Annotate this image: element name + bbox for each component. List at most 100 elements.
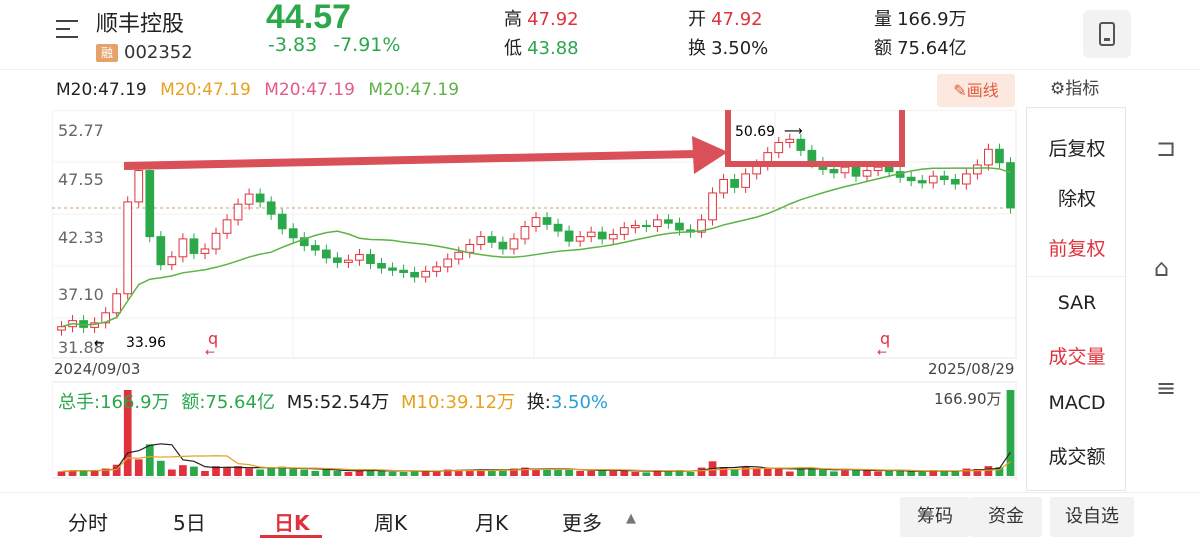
- price-tick-5: 31.88: [58, 338, 104, 357]
- pencil-icon: ✎: [953, 81, 967, 100]
- volume-bar: [532, 469, 540, 476]
- price-tick-2: 47.55: [58, 170, 104, 189]
- volume-info-row: 总手:166.9万 额:75.64亿 M5:52.54万 M10:39.12万 …: [58, 388, 608, 414]
- tab-5day[interactable]: 5日: [173, 511, 206, 535]
- tab-weekly-k[interactable]: 周K: [374, 511, 408, 535]
- candle-body: [233, 203, 243, 221]
- indicator-button[interactable]: ⚙指标: [1050, 74, 1099, 99]
- volume-bar: [587, 470, 596, 476]
- candle-body: [509, 238, 519, 250]
- candle-body: [586, 231, 596, 238]
- volume-bar: [631, 471, 640, 476]
- candle-body: [917, 180, 927, 184]
- candle-body: [487, 236, 497, 243]
- volume-bar: [675, 470, 684, 476]
- candle-body: [145, 170, 155, 238]
- candle-body: [995, 148, 1004, 164]
- draw-line-button[interactable]: ✎画线: [937, 74, 1015, 107]
- side-item-ex-rights[interactable]: 除权: [1057, 188, 1096, 210]
- volume-bar: [653, 470, 662, 476]
- volume-bar: [565, 468, 573, 476]
- candle-body: [432, 266, 442, 272]
- kline-chart[interactable]: 52.77 47.55 42.33 37.10 31.88 ← 33.96 50…: [52, 110, 1020, 482]
- tab-monthly-k[interactable]: 月K: [475, 511, 509, 535]
- volume-bar: [719, 467, 728, 476]
- volume-bar: [465, 469, 474, 476]
- side-item-macd[interactable]: MACD: [1048, 392, 1106, 414]
- candle-body: [984, 148, 993, 166]
- candle-body: [697, 219, 706, 233]
- side-item-sar[interactable]: SAR: [1057, 292, 1097, 314]
- tab-daily-k[interactable]: 日K: [274, 511, 310, 535]
- volume-bar: [156, 460, 165, 476]
- adjust-side-panel: 后复权 除权 前复权 SAR 成交量 MACD 成交额: [1026, 107, 1126, 491]
- side-item-forward-adjust[interactable]: 前复权: [1048, 238, 1106, 260]
- chip-button[interactable]: 筹码: [900, 497, 970, 537]
- date-start: 2024/09/03: [54, 360, 140, 378]
- volume-bar: [576, 470, 584, 476]
- event-marker-2[interactable]: q: [880, 329, 890, 348]
- volume-turnover-label: 换:: [526, 392, 551, 413]
- candle-body: [840, 166, 850, 174]
- margin-badge: 融: [96, 44, 118, 62]
- volume-bar: [123, 390, 132, 476]
- candle-body: [156, 236, 166, 266]
- volume-total: 总手:166.9万: [58, 392, 170, 413]
- candle-body: [597, 231, 607, 240]
- candle-body: [476, 236, 486, 245]
- candle-body: [851, 166, 861, 177]
- back-icon[interactable]: ⊐: [1156, 134, 1177, 162]
- side-item-volume[interactable]: 成交量: [1048, 346, 1106, 368]
- candle-body: [785, 138, 795, 144]
- menu-icon[interactable]: [56, 16, 84, 44]
- candle-body: [796, 138, 806, 151]
- volume-bar: [101, 468, 110, 476]
- side-item-amount[interactable]: 成交额: [1048, 446, 1106, 468]
- candle-body: [498, 241, 508, 250]
- candle-body: [906, 176, 916, 182]
- volume-ma10-line: [61, 455, 1011, 473]
- price-tick-1: 52.77: [58, 121, 104, 140]
- candle-body: [167, 256, 177, 266]
- candle-body: [355, 254, 364, 261]
- low-arrow: ←: [94, 336, 105, 351]
- landscape-toggle-button[interactable]: [1083, 10, 1131, 58]
- stat-open: 开 47.92: [688, 5, 763, 31]
- tab-more[interactable]: 更多: [562, 511, 602, 535]
- volume-bar: [179, 465, 187, 476]
- candle-body: [520, 226, 530, 240]
- candle-body: [465, 243, 475, 253]
- volume-bar: [730, 469, 739, 476]
- volume-bar: [995, 467, 1004, 476]
- volume-bar: [355, 470, 364, 476]
- caret-up-icon[interactable]: ▲: [626, 511, 636, 526]
- volume-turnover-value: 3.50%: [550, 392, 609, 413]
- candle-body: [288, 228, 298, 239]
- candle-body: [421, 270, 431, 278]
- hamburger-icon[interactable]: ≡: [1156, 374, 1177, 402]
- side-item-backward-adjust[interactable]: 后复权: [1048, 138, 1106, 160]
- home-icon[interactable]: ⌂: [1154, 254, 1170, 282]
- funds-button[interactable]: 资金: [970, 497, 1042, 537]
- side-divider: [1027, 276, 1125, 277]
- volume-bar: [962, 468, 971, 476]
- volume-bar: [168, 469, 176, 476]
- add-watchlist-button[interactable]: 设自选: [1050, 497, 1134, 537]
- candle-body: [377, 263, 386, 269]
- volume-bar: [763, 467, 772, 476]
- volume-amount: 额:75.64亿: [181, 392, 275, 413]
- candle-body: [862, 170, 872, 177]
- ma20-line: [61, 167, 1011, 328]
- stat-turnover: 换 3.50%: [688, 34, 768, 60]
- volume-bar: [289, 469, 298, 476]
- volume-bar: [223, 467, 231, 476]
- price-tick-4: 37.10: [58, 285, 104, 304]
- candlesticks: [57, 133, 1015, 336]
- tab-intraday[interactable]: 分时: [68, 511, 108, 535]
- candle-body: [134, 170, 144, 203]
- volume-bar: [697, 467, 706, 476]
- volume-max-label: 166.90万: [934, 390, 1002, 408]
- candle-body: [608, 233, 618, 240]
- event-marker-1[interactable]: q: [208, 329, 218, 348]
- volume-bar: [808, 467, 816, 476]
